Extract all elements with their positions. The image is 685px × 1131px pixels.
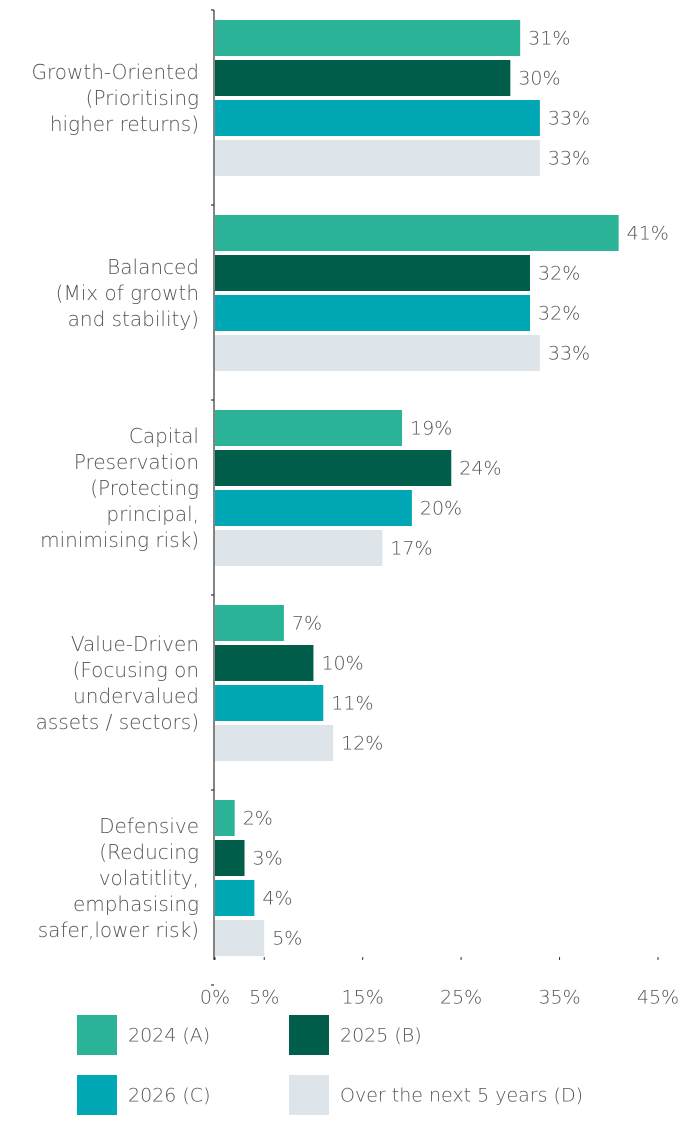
value-label: 30% [518,68,560,90]
legend-label: 2024 (A) [128,1025,210,1047]
value-label: 12% [341,733,383,755]
category-label: Defensive (Reducing volatitlity, emphasi… [37,814,199,942]
x-tick-label: 25% [440,987,482,1009]
bar [215,100,540,136]
value-label: 19% [410,418,452,440]
bar [215,530,383,566]
legend-label: 2025 (B) [340,1025,422,1047]
bar [215,685,324,721]
bar [215,215,619,251]
value-label: 11% [331,693,373,715]
legend-swatch [289,1015,329,1055]
value-label: 33% [548,108,590,130]
bar [215,645,314,681]
bar [215,450,452,486]
legend-label: Over the next 5 years (D) [340,1085,583,1107]
value-label: 33% [548,343,590,365]
category-label: Balanced (Mix of growth and stability) [55,255,199,331]
bar [215,335,540,371]
value-label: 7% [292,613,322,635]
bar [215,840,245,876]
bar [215,295,531,331]
value-label: 5% [272,928,302,950]
x-tick-label: 15% [342,987,384,1009]
legend-label: 2026 (C) [128,1085,211,1107]
bar [215,920,265,956]
category-label: Growth-Oriented (Prioritising higher ret… [31,60,199,136]
value-label: 33% [548,148,590,170]
bar [215,800,235,836]
bar [215,605,284,641]
value-label: 3% [253,848,283,870]
category-label: Capital Preservation (Protecting princip… [40,424,199,552]
value-label: 32% [538,263,580,285]
x-tick-label: 5% [249,987,279,1009]
category-label: Value-Driven (Focusing on undervalued as… [35,632,199,734]
bar [215,255,531,291]
x-tick-label: 0% [200,987,230,1009]
value-label: 17% [390,538,432,560]
x-tick-label: 45% [637,987,679,1009]
bar [215,490,412,526]
value-label: 31% [528,28,570,50]
bar [215,880,255,916]
value-label: 2% [243,808,273,830]
legend-swatch [77,1015,117,1055]
value-label: 24% [459,458,501,480]
value-label: 20% [420,498,462,520]
value-label: 10% [321,653,363,675]
value-label: 32% [538,303,580,325]
bar [215,725,334,761]
legend-swatch [77,1075,117,1115]
bar [215,60,511,96]
value-label: 4% [262,888,292,910]
bar [215,410,403,446]
x-tick-label: 35% [538,987,580,1009]
bar [215,20,521,56]
legend-swatch [289,1075,329,1115]
bar [215,140,540,176]
value-label: 41% [627,223,669,245]
